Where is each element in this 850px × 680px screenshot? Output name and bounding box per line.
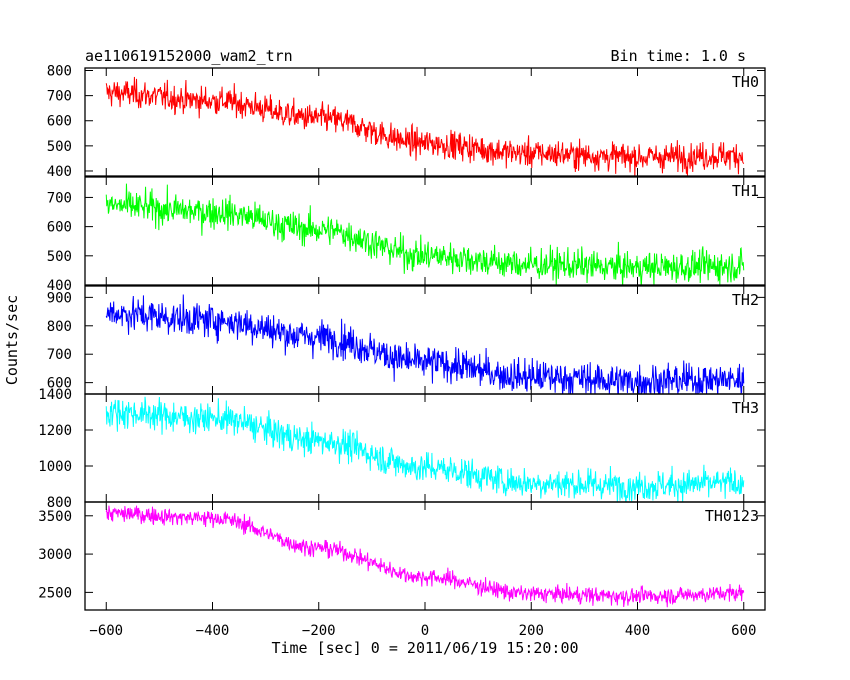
- y-tick-label: 2500: [38, 585, 72, 601]
- series-line-th0123: [105, 505, 745, 608]
- series-line-th1: [105, 183, 745, 285]
- panel-th2: 600 700 800 900 TH2: [47, 285, 766, 395]
- panel-label: TH0: [732, 73, 759, 91]
- x-tick-label: −200: [302, 623, 336, 639]
- y-tick-label: 800: [47, 495, 72, 511]
- series-line-th2: [105, 294, 745, 394]
- panel-label: TH0123: [705, 507, 759, 525]
- panel-th0: 400 500 600 700 800 TH0: [47, 64, 766, 180]
- panel-th3: 800 1000 1200 1400 TH3: [38, 387, 766, 511]
- panel-frame: [84, 176, 766, 286]
- panel-th1: 400 500 600 700 TH1: [47, 176, 766, 294]
- y-tick-label: 500: [47, 139, 72, 155]
- panels-group: 400 500 600 700 800 TH0 400 500 600 700 TH1 600 700 8…: [38, 64, 766, 611]
- y-axis-label: Counts/sec: [3, 295, 21, 385]
- series-line-th0: [105, 76, 745, 176]
- series-line-th3: [105, 396, 745, 502]
- bin-time-label: Bin time: 1.0 s: [611, 47, 746, 65]
- y-tick-label: 500: [47, 249, 72, 265]
- panel-label: TH3: [732, 399, 759, 417]
- y-tick-label: 600: [47, 220, 72, 236]
- y-tick-label: 900: [47, 290, 72, 306]
- y-tick-label: 1200: [38, 423, 72, 439]
- y-tick-label: 600: [47, 114, 72, 130]
- y-tick-label: 3000: [38, 547, 72, 563]
- x-tick-label: 0: [421, 623, 429, 639]
- panel-th0123: 2500 3000 3500 TH0123: [38, 501, 766, 611]
- y-tick-label: 600: [47, 376, 72, 392]
- chart-title: ae110619152000_wam2_trn: [85, 47, 293, 65]
- y-tick-label: 800: [47, 64, 72, 80]
- y-tick-label: 700: [47, 347, 72, 363]
- y-tick-label: 1400: [38, 387, 72, 403]
- x-tick-label: −400: [196, 623, 230, 639]
- y-tick-label: 1000: [38, 459, 72, 475]
- y-tick-label: 700: [47, 190, 72, 206]
- x-tick-label: 600: [731, 623, 756, 639]
- y-tick-label: 400: [47, 164, 72, 180]
- y-tick-label: 800: [47, 319, 72, 335]
- panel-label: TH1: [732, 182, 759, 200]
- x-tick-label: 400: [625, 623, 650, 639]
- y-tick-label: 400: [47, 278, 72, 294]
- y-tick-label: 3500: [38, 509, 72, 525]
- panel-label: TH2: [732, 291, 759, 309]
- x-axis-label: Time [sec] 0 = 2011/06/19 15:20:00: [271, 639, 578, 657]
- y-tick-label: 700: [47, 89, 72, 105]
- x-tick-label: 200: [519, 623, 544, 639]
- x-tick-label: −600: [89, 623, 123, 639]
- x-axis: −600 −400 −200 0 200 400 600: [89, 623, 756, 639]
